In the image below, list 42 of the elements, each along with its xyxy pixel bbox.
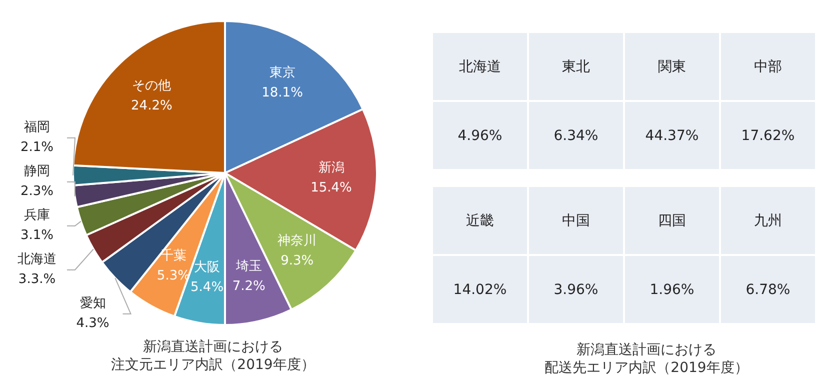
data-label: 3.96% — [529, 256, 623, 323]
data-label: 7.2% — [232, 279, 266, 294]
data-label: 9.3% — [280, 254, 314, 269]
category-label: 関東 — [625, 33, 719, 100]
text: 新潟直送計画における — [142, 338, 284, 356]
text: 配送先エリア内訳（2019年度） — [544, 359, 750, 377]
data-label: 6.78% — [721, 256, 815, 323]
slice-label: 北海道 — [18, 252, 56, 268]
text: 新潟直送計画における — [576, 341, 718, 359]
data-label: 5.4% — [190, 280, 224, 296]
category-label: 中部 — [721, 33, 815, 100]
category-label: 中国 — [529, 187, 623, 254]
data-label: 17.62% — [721, 102, 815, 169]
slice-label: 福岡 — [24, 120, 50, 136]
data-label: 4.96% — [433, 102, 527, 169]
slice-label: 埼玉 — [234, 259, 262, 274]
data-label: 4.3% — [76, 316, 110, 332]
data-label: 44.37% — [625, 102, 719, 169]
data-label: 3.1% — [20, 228, 54, 244]
slice-label: 兵庫 — [24, 207, 50, 224]
category-label: 東北 — [529, 33, 623, 100]
slice-label: 新潟 — [318, 160, 344, 176]
data-label: 6.34% — [529, 102, 623, 169]
slice-label: 愛知 — [80, 296, 106, 312]
slice-label: 静岡 — [24, 164, 50, 180]
slice-label: その他 — [132, 78, 172, 94]
category-label: 九州 — [721, 187, 815, 254]
data-label: 2.1% — [20, 140, 54, 156]
category-label: 四国 — [625, 187, 719, 254]
slice-label: 神奈川 — [278, 234, 317, 249]
data-label: 2.3% — [20, 184, 54, 200]
data-label: 15.4% — [310, 180, 352, 196]
data-label: 1.96% — [625, 256, 719, 323]
data-label: 24.2% — [131, 98, 172, 114]
text: 注文元エリア内訳（2019年度） — [110, 356, 316, 374]
slice-label: 大阪 — [194, 260, 220, 276]
category-label: 北海道 — [433, 33, 527, 100]
slice-label: 東京 — [269, 66, 296, 81]
data-label: 3.3.% — [18, 272, 56, 288]
data-label: 18.1% — [262, 86, 303, 101]
category-label: 近畿 — [433, 187, 527, 254]
data-label: 14.02% — [433, 256, 527, 323]
